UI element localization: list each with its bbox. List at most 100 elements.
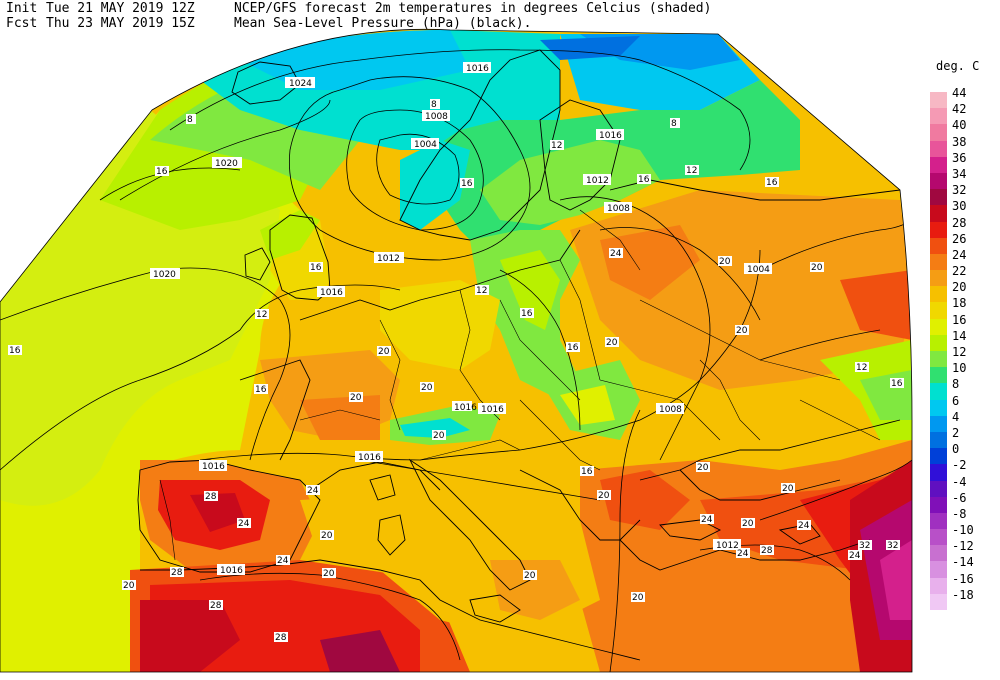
legend-swatch bbox=[930, 92, 947, 109]
legend-swatch bbox=[930, 480, 947, 497]
legend-label: 18 bbox=[952, 296, 967, 311]
legend-label: 38 bbox=[952, 134, 967, 149]
init-label: Init bbox=[6, 1, 38, 16]
temp-label: 20 bbox=[719, 257, 731, 267]
title-line-1: NCEP/GFS forecast 2m temperatures in deg… bbox=[234, 1, 712, 16]
legend-entry: 2 bbox=[930, 426, 990, 449]
temp-label: 8 bbox=[671, 119, 677, 129]
legend-entry: 38 bbox=[930, 135, 990, 157]
legend-swatch bbox=[930, 302, 947, 319]
legend-label: 40 bbox=[952, 118, 967, 133]
legend-entry: 28 bbox=[930, 216, 990, 238]
legend-swatch bbox=[930, 448, 947, 465]
legend-label: 32 bbox=[952, 183, 967, 198]
isobar-label: 1016 bbox=[220, 566, 243, 576]
legend-label: 2 bbox=[952, 425, 960, 440]
legend-label: 8 bbox=[952, 377, 960, 392]
legend-swatch bbox=[930, 124, 947, 141]
temp-label: 16 bbox=[310, 263, 322, 273]
temp-label: 24 bbox=[701, 515, 713, 525]
legend-swatch bbox=[930, 545, 947, 562]
legend-swatch bbox=[930, 431, 947, 449]
temp-label: 20 bbox=[123, 581, 135, 591]
legend-swatch bbox=[930, 221, 947, 238]
legend-label: 36 bbox=[952, 150, 967, 165]
isobar-label: 1016 bbox=[202, 462, 225, 472]
legend-entry: 44 bbox=[930, 86, 990, 109]
legend-label: 28 bbox=[952, 215, 967, 230]
legend-swatch bbox=[930, 189, 947, 206]
isobar-label: 1024 bbox=[289, 79, 312, 89]
legend-swatch bbox=[930, 237, 947, 254]
temp-label: 28 bbox=[761, 546, 773, 556]
temp-label: 16 bbox=[581, 467, 593, 477]
legend-label: 20 bbox=[952, 280, 967, 295]
temp-label: 20 bbox=[606, 338, 618, 348]
temp-label: 20 bbox=[524, 571, 536, 581]
temp-label: 24 bbox=[238, 519, 250, 529]
temp-label: 32 bbox=[859, 541, 870, 551]
color-legend: 44 42 40 38 36 34 32 30 28 26 24 22 20 18 16 14 12 10 8 6 4 2… bbox=[930, 86, 990, 610]
legend-swatch bbox=[930, 318, 947, 335]
temp-label: 24 bbox=[307, 486, 319, 496]
legend-swatch bbox=[930, 367, 947, 384]
temp-label: 20 bbox=[378, 347, 390, 357]
temp-label: 16 bbox=[461, 179, 473, 189]
isobar-label: 1016 bbox=[481, 405, 504, 415]
isobar-label: 1020 bbox=[215, 159, 238, 169]
legend-swatch bbox=[930, 253, 947, 271]
temp-label: 12 bbox=[856, 363, 867, 373]
legend-entry: -18 bbox=[930, 588, 990, 610]
legend-label: 26 bbox=[952, 231, 967, 246]
legend-label: -6 bbox=[952, 490, 967, 505]
isobar-label: 1012 bbox=[586, 176, 609, 186]
legend-entry: 6 bbox=[930, 394, 990, 416]
temp-label: 12 bbox=[686, 166, 697, 176]
legend-entry: -2 bbox=[930, 458, 990, 481]
legend-label: 4 bbox=[952, 409, 960, 424]
isobar-label: 1016 bbox=[320, 288, 343, 298]
legend-swatch bbox=[930, 140, 947, 157]
temp-label: 16 bbox=[156, 167, 168, 177]
legend-entry: 40 bbox=[930, 118, 990, 141]
legend-unit: deg. C bbox=[936, 59, 980, 73]
temp-label: 20 bbox=[323, 569, 335, 579]
temp-label: 24 bbox=[277, 556, 289, 566]
forecast-date: Thu 23 MAY 2019 15Z bbox=[46, 16, 195, 31]
legend-entry: 0 bbox=[930, 442, 990, 465]
isobar-label: 1004 bbox=[414, 140, 437, 150]
temp-label: 20 bbox=[433, 431, 445, 441]
temp-label: 12 bbox=[256, 310, 267, 320]
forecast-label: Fcst bbox=[6, 16, 38, 31]
legend-entry: 24 bbox=[930, 248, 990, 271]
legend-entry: 10 bbox=[930, 361, 990, 384]
legend-entry: 12 bbox=[930, 345, 990, 368]
legend-label: 6 bbox=[952, 393, 960, 408]
legend-label: -14 bbox=[952, 555, 974, 570]
isobar-label: 1012 bbox=[377, 254, 400, 264]
legend-swatch bbox=[930, 156, 947, 173]
legend-label: 24 bbox=[952, 247, 967, 262]
legend-entry: -14 bbox=[930, 555, 990, 578]
legend-entry: 16 bbox=[930, 313, 990, 335]
legend-swatch bbox=[930, 529, 947, 546]
chart-header: Init Tue 21 MAY 2019 12Z NCEP/GFS forecast… bbox=[6, 1, 711, 31]
legend-label: 12 bbox=[952, 345, 967, 359]
legend-entry: 18 bbox=[930, 296, 990, 319]
legend-label: -16 bbox=[952, 571, 974, 586]
temp-label: 8 bbox=[431, 100, 437, 110]
legend-label: -2 bbox=[952, 458, 967, 473]
temp-label: 28 bbox=[205, 492, 217, 502]
legend-swatch bbox=[930, 383, 947, 400]
isobar-label: 1020 bbox=[153, 270, 176, 280]
temp-label: 24 bbox=[610, 249, 622, 259]
legend-label: 0 bbox=[952, 442, 960, 457]
legend-entry: 20 bbox=[930, 280, 990, 303]
temp-label: 20 bbox=[742, 519, 754, 529]
temp-label: 20 bbox=[632, 593, 644, 603]
temp-label: 16 bbox=[567, 343, 579, 353]
legend-label: 42 bbox=[952, 102, 967, 117]
isobar-label: 1008 bbox=[659, 405, 682, 415]
temp-label: 20 bbox=[321, 531, 333, 541]
